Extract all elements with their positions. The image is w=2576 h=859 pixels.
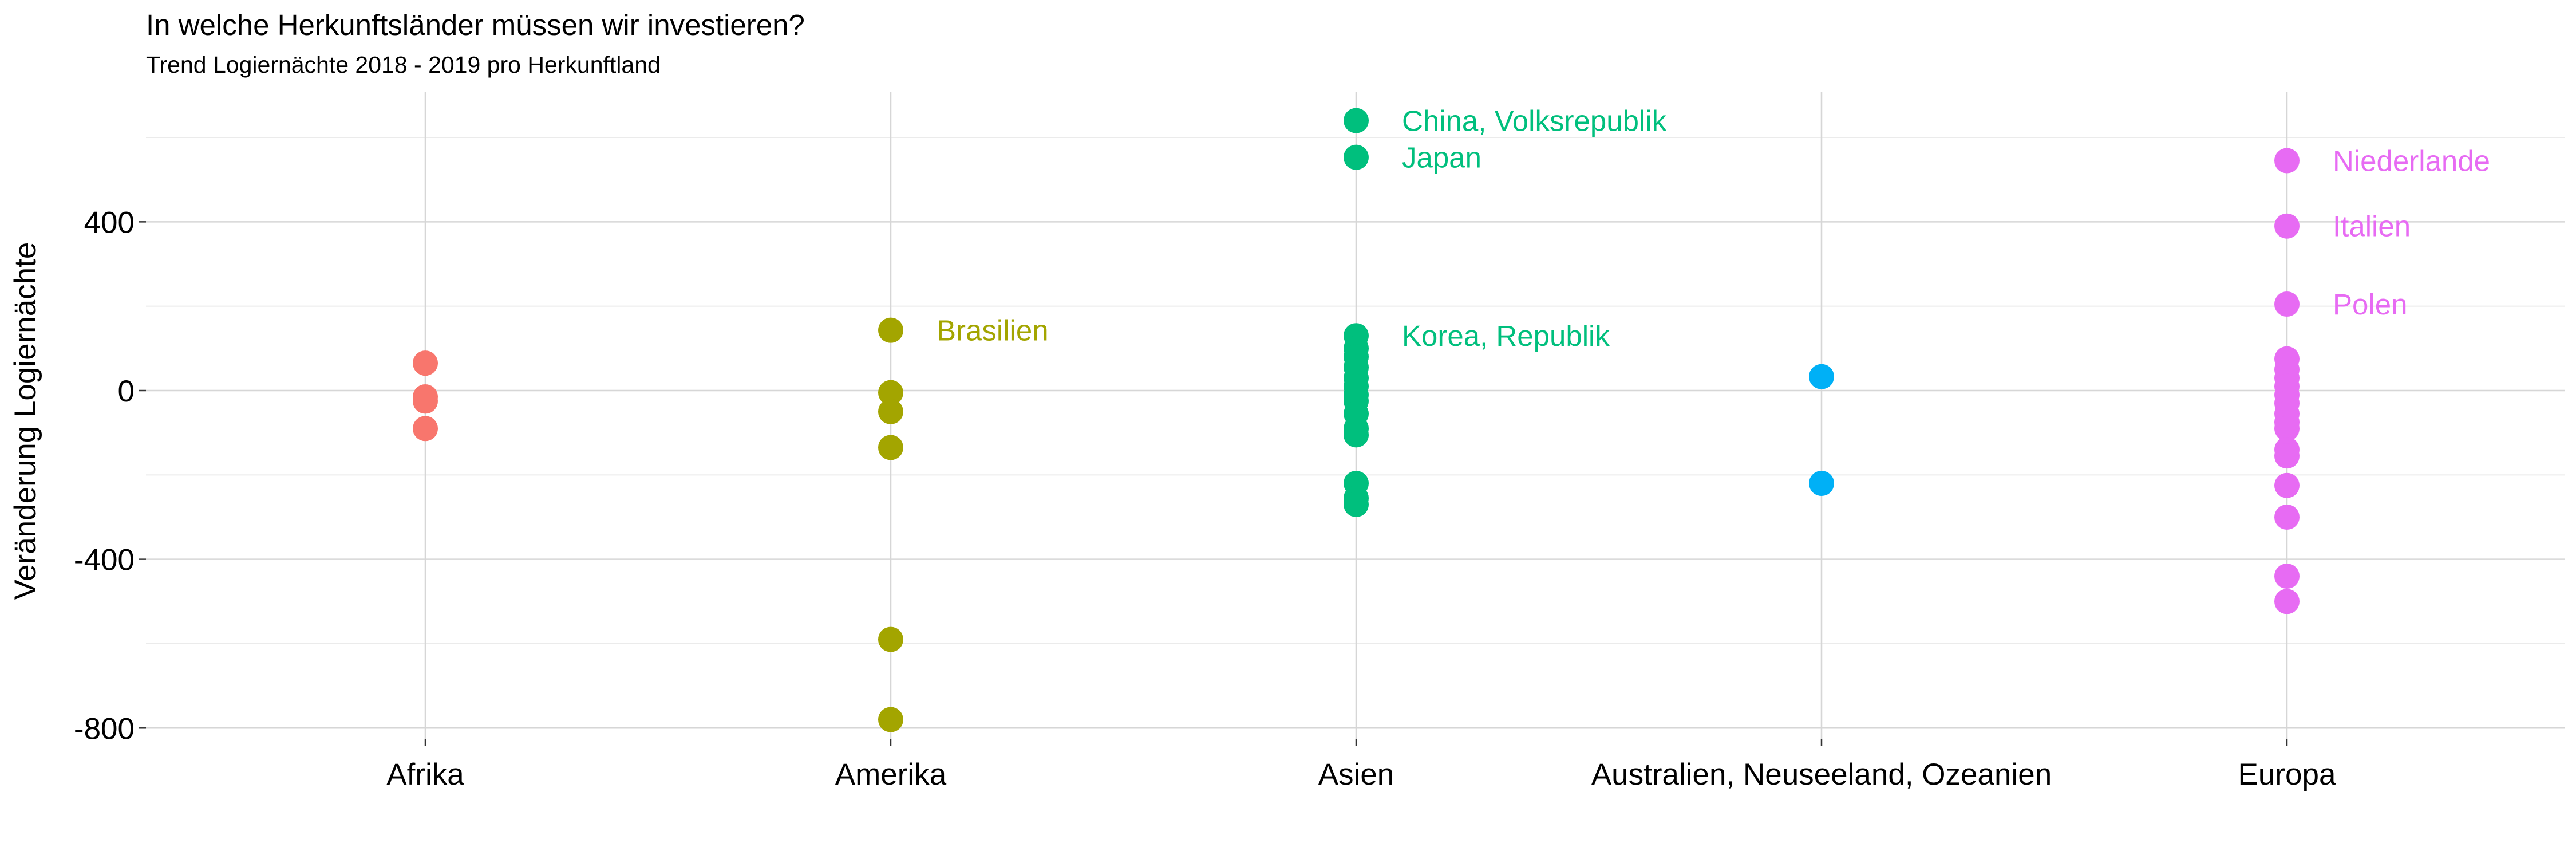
point-label: Japan <box>1402 141 1481 174</box>
data-point <box>1344 422 1369 448</box>
data-point <box>413 388 438 414</box>
data-point <box>878 317 903 343</box>
data-point <box>2274 213 2300 239</box>
data-point <box>1344 491 1369 517</box>
point-label: Italien <box>2333 210 2411 243</box>
data-point <box>1344 144 1369 170</box>
axis-layer: -800 -400 0 400 Afrika Amerika Asien Australien… <box>74 206 2336 791</box>
y-tick-label: 400 <box>84 206 135 239</box>
data-point <box>2274 148 2300 174</box>
data-point <box>878 626 903 652</box>
y-axis-label: Veränderung Logiernächte <box>9 242 42 600</box>
point-label: China, Volksrepublik <box>1402 105 1667 137</box>
point-label: Korea, Republik <box>1402 320 1610 352</box>
data-point <box>878 399 903 424</box>
y-tick-label: -800 <box>74 712 135 746</box>
x-tick-label: Amerika <box>835 758 947 791</box>
data-point <box>878 435 903 460</box>
data-point <box>1344 108 1369 133</box>
x-tick-label: Europa <box>2238 758 2336 791</box>
data-point <box>2274 416 2300 442</box>
data-point <box>2274 564 2300 589</box>
data-point <box>413 416 438 442</box>
chart-title: In welche Herkunftsländer müssen wir inv… <box>146 9 805 41</box>
x-tick-label: Asien <box>1318 758 1394 791</box>
x-tick-label: Australien, Neuseeland, Ozeanien <box>1591 758 2052 791</box>
point-layer <box>413 108 2300 732</box>
chart-subtitle: Trend Logiernächte 2018 - 2019 pro Herku… <box>146 52 661 78</box>
data-point <box>2274 472 2300 498</box>
data-point <box>413 350 438 376</box>
point-label: Brasilien <box>937 314 1049 347</box>
y-tick-label: -400 <box>74 543 135 577</box>
point-label: Polen <box>2333 288 2407 321</box>
point-label: Niederlande <box>2333 145 2490 178</box>
data-point <box>1809 471 1834 497</box>
data-point <box>878 707 903 732</box>
data-point <box>2274 589 2300 614</box>
data-point <box>2274 291 2300 317</box>
data-point <box>2274 443 2300 469</box>
data-point <box>878 380 903 405</box>
data-point <box>2274 504 2300 530</box>
y-tick-label: 0 <box>118 375 135 408</box>
data-point <box>1809 364 1834 389</box>
label-layer: Brasilien China, Volksrepublik Japan Korea,… <box>937 105 2490 353</box>
x-tick-label: Afrika <box>386 758 464 791</box>
